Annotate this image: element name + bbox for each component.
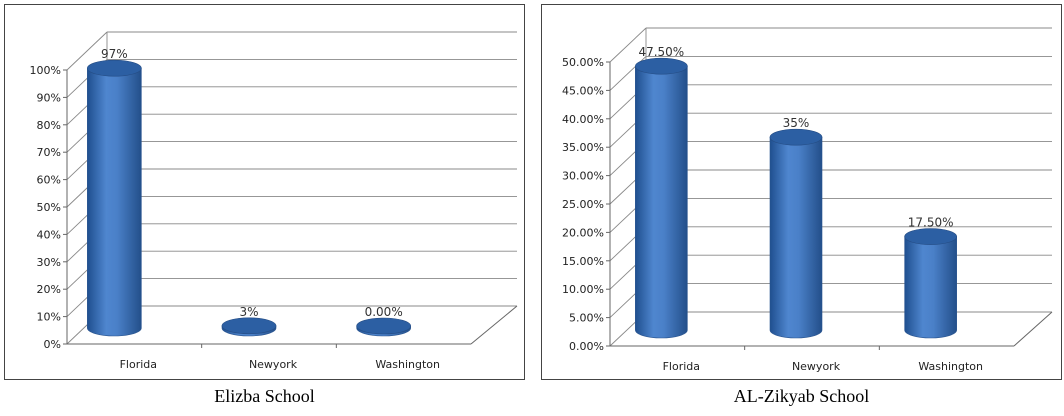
y-tick-label: 30% [37, 256, 61, 269]
bar-body [87, 67, 142, 337]
bar-body [904, 236, 957, 339]
y-tick-label: 50.00% [562, 56, 604, 69]
bar-top [904, 228, 957, 245]
data-label: 35% [783, 116, 810, 130]
bar-florida [87, 59, 142, 337]
floor-edge [1013, 311, 1053, 347]
data-label: 3% [239, 305, 258, 319]
x-tick-label: Newyork [792, 360, 841, 373]
bar-top [635, 57, 688, 75]
x-tick-label: Florida [120, 358, 157, 371]
y-tick-label: 40.00% [562, 113, 604, 126]
bar-top [356, 317, 411, 335]
y-tick-label: 80% [37, 119, 61, 132]
y-tick-label: 20.00% [562, 226, 604, 239]
floor-edge [470, 305, 518, 345]
bar-top [221, 317, 277, 335]
y-tick-label: 70% [37, 146, 61, 159]
gridline-side [609, 27, 647, 63]
y-tick-label: 15.00% [562, 255, 604, 268]
y-tick-label: 25.00% [562, 198, 604, 211]
data-label: 17.50% [908, 216, 954, 230]
chart-alzikyab: 0.00% 5.00% 10.00% 15.00% 20.00% 25.00% 30.00%… [541, 4, 1062, 380]
y-tick-label: 60% [37, 174, 61, 187]
chart-elizba: 0% 10% 20% 30% 40% 50% 60% 70% 80% 90% 100% 97% Flor… [4, 4, 525, 380]
data-label: 47.50% [638, 45, 684, 59]
chart-elizba-svg: 0% 10% 20% 30% 40% 50% 60% 70% 80% 90% 100% 97% Flor… [30, 31, 518, 371]
y-tick-label: 40% [37, 228, 61, 241]
chart-alzikyab-svg: 0.00% 5.00% 10.00% 15.00% 20.00% 25.00% 30.00%… [562, 27, 1053, 373]
bar-washington [356, 317, 411, 337]
y-tick-label: 20% [37, 283, 61, 296]
y-tick-label: 30.00% [562, 170, 604, 183]
y-tick-label: 0.00% [569, 340, 604, 353]
y-tick-label: 5.00% [569, 312, 604, 325]
x-tick-label: Washington [375, 358, 440, 371]
y-tick-label: 50% [37, 201, 61, 214]
data-label: 0.00% [365, 305, 403, 319]
y-tick-label: 0% [44, 338, 61, 351]
y-tick-label: 10.00% [562, 283, 604, 296]
bar-top [769, 128, 823, 146]
x-tick-label: Newyork [249, 358, 298, 371]
bar-newyork [221, 317, 277, 337]
x-tick-label: Washington [918, 360, 983, 373]
x-tick-label: Florida [663, 360, 700, 373]
bar-body [635, 65, 688, 339]
gridlines [609, 27, 1053, 347]
gridline-side [66, 31, 108, 71]
y-tick-label: 90% [37, 91, 61, 104]
bar-newyork [769, 128, 823, 339]
chart-caption-alzikyab: AL-Zikyab School [733, 386, 870, 406]
bar-florida [635, 57, 688, 339]
y-tick-label: 35.00% [562, 141, 604, 154]
y-tick-label: 100% [30, 64, 61, 77]
y-tick-label: 10% [37, 311, 61, 324]
bar-body [769, 136, 823, 339]
bar-top [87, 59, 142, 77]
bar-washington [904, 228, 957, 339]
y-tick-label: 45.00% [562, 84, 604, 97]
chart-caption-elizba: Elizba School [214, 386, 315, 406]
data-label: 97% [101, 47, 128, 61]
